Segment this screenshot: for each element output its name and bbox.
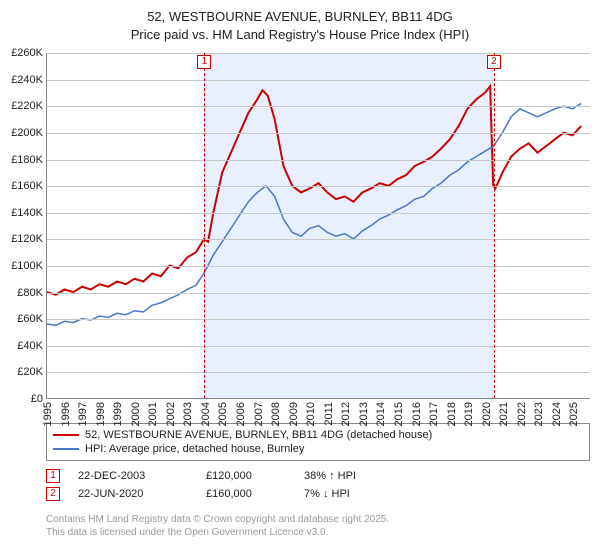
transaction-marker-badge: 2 [487, 55, 501, 69]
x-axis-label: 1996 [60, 402, 72, 426]
y-axis-label: £220K [11, 100, 43, 112]
x-axis-label: 2004 [200, 402, 212, 426]
y-gridline [47, 133, 590, 134]
chart-area: £0£20K£40K£60K£80K£100K£120K£140K£160K£1… [46, 53, 590, 399]
x-axis-label: 2013 [358, 402, 370, 426]
x-axis-label: 1997 [77, 402, 89, 426]
y-axis-label: £140K [11, 207, 43, 219]
x-axis-label: 2020 [481, 402, 493, 426]
y-gridline [47, 239, 590, 240]
transaction-badge: 2 [46, 487, 60, 501]
y-axis-label: £240K [11, 74, 43, 86]
x-axis-label: 2019 [463, 402, 475, 426]
x-axis-label: 2024 [551, 402, 563, 426]
y-gridline [47, 160, 590, 161]
footer-line-1: Contains HM Land Registry data © Crown c… [46, 513, 590, 526]
legend-swatch [53, 434, 79, 436]
series-price_paid [47, 86, 581, 295]
transaction-badge: 1 [46, 469, 60, 483]
x-axis-label: 2015 [393, 402, 405, 426]
transaction-delta: 7% ↓ HPI [304, 488, 350, 500]
y-gridline [47, 106, 590, 107]
title-line-2: Price paid vs. HM Land Registry's House … [0, 26, 600, 44]
transaction-row: 2 22-JUN-2020 £160,000 7% ↓ HPI [46, 485, 590, 503]
transaction-date: 22-JUN-2020 [78, 488, 188, 500]
y-axis-label: £20K [17, 366, 43, 378]
transaction-delta: 38% ↑ HPI [304, 470, 356, 482]
x-axis-label: 2002 [165, 402, 177, 426]
transactions-table: 1 22-DEC-2003 £120,000 38% ↑ HPI 2 22-JUN-202… [46, 467, 590, 503]
attribution-footer: Contains HM Land Registry data © Crown c… [46, 513, 590, 539]
transaction-date: 22-DEC-2003 [78, 470, 188, 482]
y-gridline [47, 266, 590, 267]
x-axis-label: 2022 [516, 402, 528, 426]
title-line-1: 52, WESTBOURNE AVENUE, BURNLEY, BB11 4DG [0, 8, 600, 26]
x-axis-label: 2014 [375, 402, 387, 426]
y-axis-label: £80K [17, 287, 43, 299]
x-axis-label: 2009 [288, 402, 300, 426]
y-axis-label: £40K [17, 340, 43, 352]
x-axis-label: 2025 [568, 402, 580, 426]
transaction-marker-line [204, 53, 205, 398]
x-axis-label: 2000 [130, 402, 142, 426]
y-gridline [47, 213, 590, 214]
x-axis-label: 2012 [340, 402, 352, 426]
x-axis-label: 2021 [498, 402, 510, 426]
x-axis-label: 2018 [446, 402, 458, 426]
x-axis-label: 2023 [533, 402, 545, 426]
y-axis-label: £120K [11, 233, 43, 245]
transaction-row: 1 22-DEC-2003 £120,000 38% ↑ HPI [46, 467, 590, 485]
x-axis-label: 2001 [147, 402, 159, 426]
x-axis-label: 2008 [270, 402, 282, 426]
y-axis-label: £160K [11, 180, 43, 192]
legend-swatch [53, 448, 79, 450]
y-axis-label: £260K [11, 47, 43, 59]
legend: 52, WESTBOURNE AVENUE, BURNLEY, BB11 4DG… [46, 423, 590, 461]
x-axis-label: 2011 [323, 402, 335, 426]
y-gridline [47, 346, 590, 347]
x-axis-label: 2016 [411, 402, 423, 426]
y-gridline [47, 186, 590, 187]
y-axis-label: £100K [11, 260, 43, 272]
transaction-price: £120,000 [206, 470, 286, 482]
x-axis-label: 2006 [235, 402, 247, 426]
x-axis-label: 1995 [42, 402, 54, 426]
plot-area: £0£20K£40K£60K£80K£100K£120K£140K£160K£1… [46, 53, 590, 399]
y-gridline [47, 372, 590, 373]
x-axis-label: 2003 [182, 402, 194, 426]
transaction-price: £160,000 [206, 488, 286, 500]
legend-label: 52, WESTBOURNE AVENUE, BURNLEY, BB11 4DG… [85, 429, 432, 441]
x-axis-label: 1998 [95, 402, 107, 426]
legend-row: HPI: Average price, detached house, Burn… [53, 442, 583, 456]
transaction-marker-line [494, 53, 495, 398]
x-axis-label: 2017 [428, 402, 440, 426]
y-gridline [47, 80, 590, 81]
x-axis-label: 1999 [112, 402, 124, 426]
x-axis-label: 2005 [217, 402, 229, 426]
y-gridline [47, 293, 590, 294]
x-axis-label: 2007 [253, 402, 265, 426]
x-axis-label: 2010 [305, 402, 317, 426]
y-gridline [47, 53, 590, 54]
y-axis-label: £200K [11, 127, 43, 139]
transaction-marker-badge: 1 [197, 55, 211, 69]
y-axis-label: £180K [11, 154, 43, 166]
y-axis-label: £60K [17, 313, 43, 325]
legend-row: 52, WESTBOURNE AVENUE, BURNLEY, BB11 4DG… [53, 428, 583, 442]
legend-label: HPI: Average price, detached house, Burn… [85, 443, 304, 455]
footer-line-2: This data is licensed under the Open Gov… [46, 526, 590, 539]
y-gridline [47, 319, 590, 320]
chart-title: 52, WESTBOURNE AVENUE, BURNLEY, BB11 4DG… [0, 0, 600, 47]
